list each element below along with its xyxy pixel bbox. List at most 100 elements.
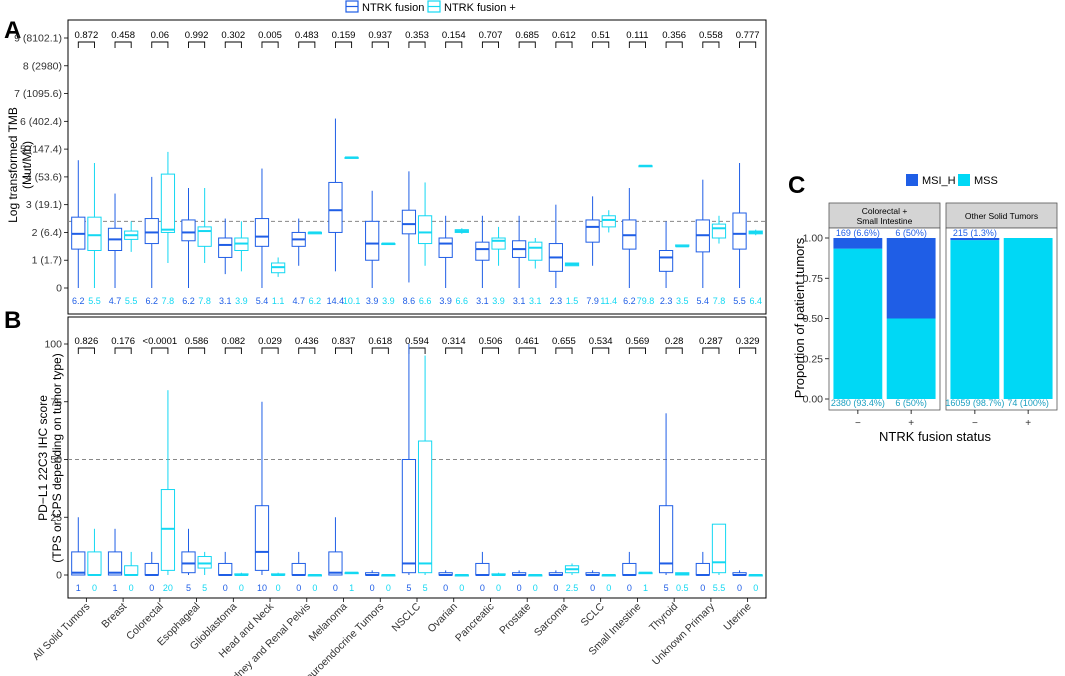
median-value-pos: 6.4 [749,296,762,306]
pvalue-label: 0.826 [74,336,98,347]
median-value-neg: 14.4 [327,296,345,306]
box-pos [711,223,727,239]
box-neg [107,551,123,576]
box-neg [585,219,600,243]
facet-title: Other Solid Tumors [965,211,1038,221]
panel-c-label: C [788,172,805,199]
pvalue-bracket [481,41,500,48]
median-value-neg: 0 [737,583,742,593]
median-value-pos: 0 [533,583,538,593]
pvalue-label: 0.612 [552,30,576,41]
pvalue-label: 0.483 [295,30,319,41]
pvalue-bracket [408,41,426,48]
median-value-neg: 6.2 [146,296,159,306]
median-value-pos: 0 [459,583,464,593]
box-neg [218,562,233,576]
pvalue-bracket [224,347,242,354]
median-value-pos: 3.9 [492,296,505,306]
pvalue-label: 0.461 [515,336,539,347]
pvalue-bracket [445,41,463,48]
y-tick-label: 100 [44,339,62,351]
median-value-neg: 5 [664,583,669,593]
box-neg [695,562,710,576]
pvalue-label: 0.353 [405,30,429,41]
median-value-pos: 0.5 [676,583,689,593]
pvalue-bracket [481,347,500,354]
median-value-pos: 7.8 [713,296,726,306]
median-value-pos: 0 [606,583,611,593]
pvalue-label: 0.28 [665,336,684,347]
pvalue-label: 0.506 [479,336,503,347]
median-value-pos: 3.9 [382,296,395,306]
y-tick-label: 0 [56,570,62,582]
msi-count-label: 169 (6.6%) [836,228,880,238]
median-value-pos: 0 [312,583,317,593]
median-value-neg: 8.6 [403,296,416,306]
box-neg [365,220,380,261]
tmb-y-axis-unit: (Mut/Mb) [20,141,34,189]
pvalue-label: 0.685 [515,30,539,41]
box-neg [622,562,637,576]
box-neg [254,218,270,247]
median-value-neg: 0 [590,583,595,593]
tumor-type-label: Prostate [497,601,533,637]
pvalue-label: 0.594 [405,336,429,347]
box-pos [417,440,433,574]
tumor-type-label: Breast [99,601,129,631]
pvalue-label: 0.111 [626,30,648,41]
pvalue-bracket [518,347,536,354]
pvalue-bracket [371,347,389,354]
pdl1-y-axis-label: PD−L1 22C3 IHC score [36,395,50,521]
y-tick-label: 8 (2980) [23,60,62,72]
legend-mss-label: MSS [974,175,998,187]
pvalue-bracket [151,41,169,48]
median-value-pos: 6.6 [456,296,469,306]
y-tick-label: 0.00 [803,394,824,406]
mss-count-label: 2380 (93.4%) [831,398,885,408]
median-value-neg: 0 [443,583,448,593]
tumor-type-label: All Solid Tumors [30,601,92,663]
bar-msi [886,238,936,319]
box-neg [401,459,417,574]
facet-title: Colorectal + [862,206,908,216]
pvalue-bracket [665,41,683,48]
y-tick-label: 9 (8102.1) [14,33,62,45]
median-value-neg: 4.7 [109,296,122,306]
median-value-neg: 0 [517,583,522,593]
median-value-neg: 2.3 [660,296,673,306]
tumor-type-label: Thyroid [647,601,680,634]
legend-msi-label: MSI_H [922,175,956,187]
median-value-neg: 0 [296,583,301,593]
median-value-neg: 0 [223,583,228,593]
pvalue-bracket [592,347,610,354]
box-neg [181,219,196,242]
y-tick-label: 5 (147.4) [20,144,62,156]
median-value-neg: 0 [700,583,705,593]
pvalue-label: 0.159 [332,30,356,41]
pvalue-bracket [739,347,757,354]
pvalue-bracket [188,347,206,354]
y-tick-label: 1 (1.7) [32,255,62,267]
median-value-pos: 1 [643,583,648,593]
box-neg [254,505,270,571]
pvalue-label: <0.0001 [143,336,178,347]
median-value-pos: 79.8 [637,296,655,306]
mss-count-label: 74 (100%) [1007,398,1049,408]
median-value-pos: 11.4 [600,296,617,306]
y-tick-label: 3 (19.1) [26,199,62,211]
pvalue-bracket [261,41,279,48]
tumor-type-label: Unknown Primary [650,600,718,668]
median-value-neg: 10 [257,583,267,593]
prop-y-axis-label: Proportion of patient tumors [792,237,807,398]
bar-msi [833,238,883,249]
median-value-pos: 7.8 [162,296,175,306]
pvalue-label: 0.586 [185,336,209,347]
prop-x-axis-label: NTRK fusion status [879,429,991,444]
box-neg [218,237,233,258]
median-value-neg: 4.7 [292,296,305,306]
pvalue-bracket [628,347,646,354]
pvalue-bracket [334,41,353,48]
pvalue-bracket [224,41,242,48]
median-value-pos: 3.9 [235,296,248,306]
